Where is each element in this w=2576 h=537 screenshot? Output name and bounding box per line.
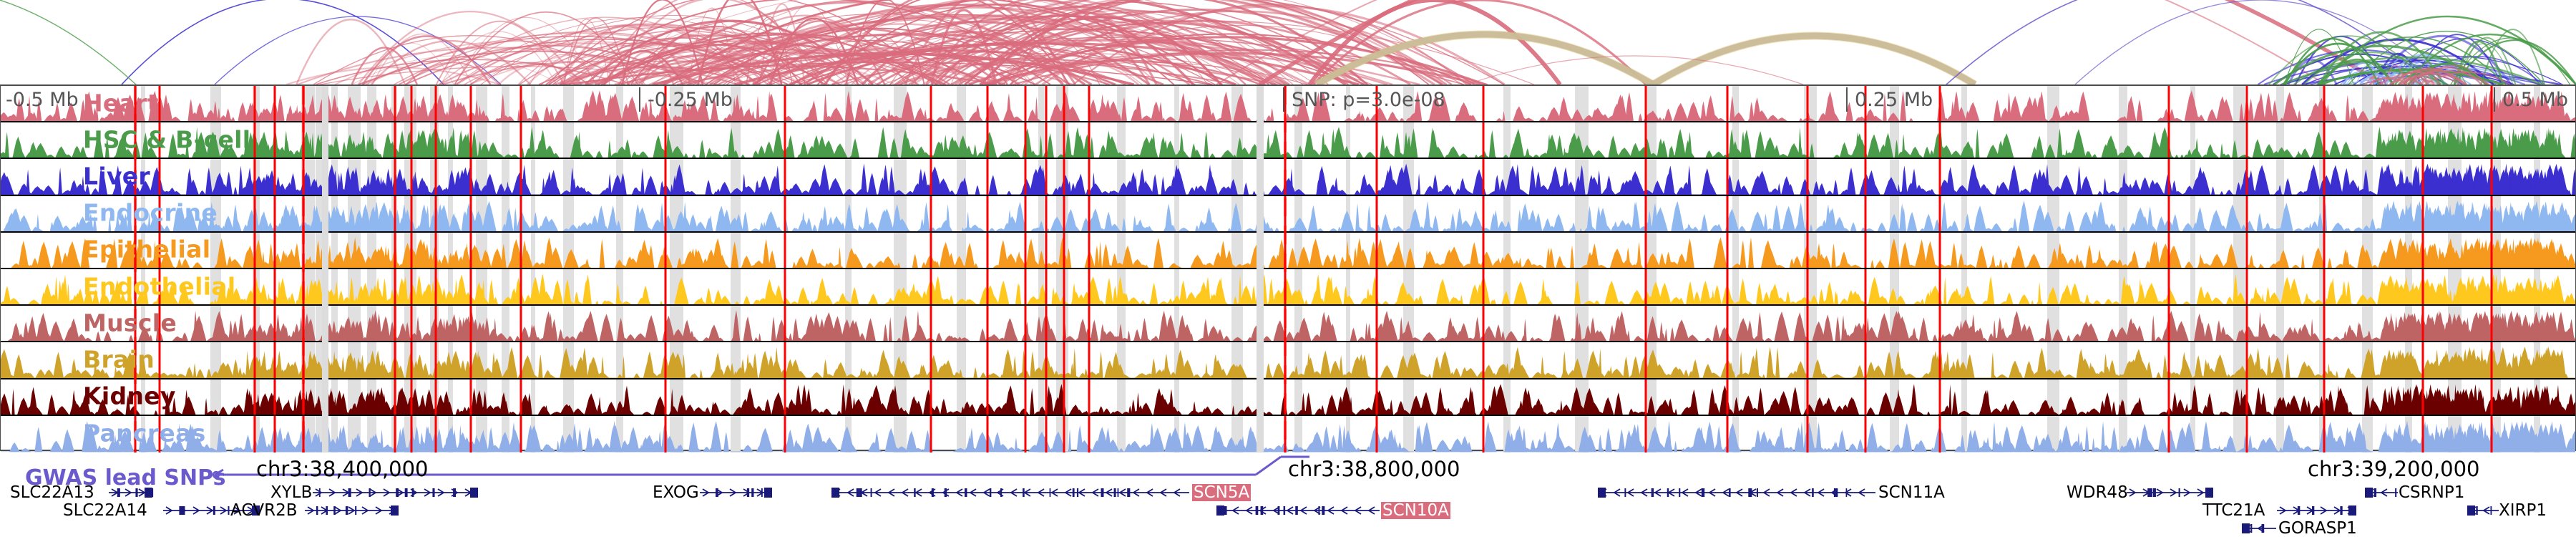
signal-track-liver: Liver xyxy=(1,159,2575,196)
gene-label-csrnp1[interactable]: CSRNP1 xyxy=(2399,483,2465,502)
signal-profile xyxy=(1,274,2575,305)
gene-label-acvr2b[interactable]: ACVR2B xyxy=(230,501,298,520)
gene-label-exog[interactable]: EXOG xyxy=(653,483,699,502)
axis-tick-label: SNP: p=3.0e-08 xyxy=(1292,89,1445,111)
gwas-snp-marker-layer xyxy=(134,195,2493,231)
axis-tick-mark xyxy=(639,87,640,112)
signal-track-endocrine: Endocrine xyxy=(1,195,2575,233)
gene-label-gorasp1[interactable]: GORASP1 xyxy=(2278,519,2357,537)
arc-svg xyxy=(0,0,2576,84)
gwas-snp-marker-layer xyxy=(134,379,2493,415)
gene-label-scn5a[interactable]: SCN5A xyxy=(1192,483,1252,502)
signal-track-brain: Brain xyxy=(1,342,2575,379)
gwas-snp-marker-layer xyxy=(134,159,2493,195)
signal-profile xyxy=(1,236,2575,268)
genomic-coordinate-label: chr3:38,400,000 xyxy=(256,457,429,481)
signal-track-pancreas: Pancreas xyxy=(1,415,2575,453)
gene-annotation-panel: SLC22A13 SLC22A14 XYLB ACVR2B EXOG SCN5A SCN10… xyxy=(0,484,2576,537)
gene-label-xylb[interactable]: XYLB xyxy=(270,483,313,502)
gene-label-xirp1[interactable]: XIRP1 xyxy=(2499,501,2547,520)
signal-track-epithelial: Epithelial xyxy=(1,232,2575,269)
gwas-snp-marker-layer xyxy=(134,415,2493,453)
axis-tick-mark xyxy=(2494,87,2495,112)
axis-tick-label: 0.5 Mb xyxy=(2502,89,2568,111)
signal-track-hsc-b-cell: HSC & B-cell xyxy=(1,122,2575,160)
axis-tick-mark xyxy=(1846,87,1848,112)
gene-label-wdr48[interactable]: WDR48 xyxy=(2067,483,2128,502)
gwas-snp-marker-layer xyxy=(134,232,2493,268)
gwas-snp-marker-layer xyxy=(134,86,2493,122)
gene-label-slc22a14[interactable]: SLC22A14 xyxy=(63,501,147,520)
axis-tick-label: 0.25 Mb xyxy=(1855,89,1933,111)
genomic-coordinate-label: chr3:39,200,000 xyxy=(2308,457,2480,481)
signal-track-muscle: Muscle xyxy=(1,306,2575,343)
chromatin-loop-arc-panel xyxy=(0,0,2576,84)
genomic-coordinate-label: chr3:38,800,000 xyxy=(1288,457,1460,481)
gene-label-ttc21a[interactable]: TTC21A xyxy=(2202,501,2265,520)
axis-tick-label: -0.5 Mb xyxy=(6,89,79,111)
signal-track-panel: Heart HSC & B-cell Liver Endocrine Epithelia… xyxy=(0,84,2576,453)
signal-profile xyxy=(1,127,2575,158)
signal-profile xyxy=(1,347,2575,378)
gene-label-slc22a13[interactable]: SLC22A13 xyxy=(10,483,94,502)
axis-tick-mark xyxy=(1283,87,1284,112)
gwas-link-svg xyxy=(212,455,1309,479)
signal-profile xyxy=(1,200,2575,231)
gwas-snp-marker-layer xyxy=(134,342,2493,378)
gwas-snp-marker-layer xyxy=(134,122,2493,158)
gwas-snp-marker-layer xyxy=(134,306,2493,342)
gwas-snp-marker-layer xyxy=(134,268,2493,305)
gene-label-scn11a[interactable]: SCN11A xyxy=(1878,483,1945,502)
signal-track-endothelial: Endothelial xyxy=(1,268,2575,306)
signal-profile xyxy=(1,420,2575,452)
axis-tick-label: -0.25 Mb xyxy=(648,89,733,111)
gwas-lead-snps-label: GWAS lead SNPs xyxy=(25,465,226,490)
gwas-lead-snp-panel: GWAS lead SNPs chr3:38,400,000 chr3:38,80… xyxy=(0,451,2576,537)
signal-profile xyxy=(1,383,2575,415)
signal-track-kidney: Kidney xyxy=(1,379,2575,416)
signal-profile xyxy=(1,90,2575,122)
signal-track-heart: Heart xyxy=(1,86,2575,123)
gene-model-svg xyxy=(109,488,2499,533)
gene-label-scn10a[interactable]: SCN10A xyxy=(1381,501,1450,520)
